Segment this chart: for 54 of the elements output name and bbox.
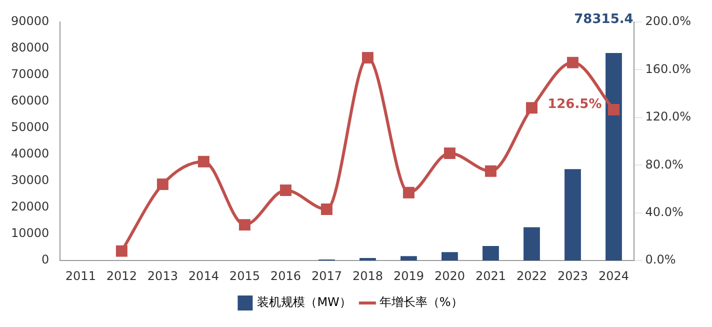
y-tick-label: 50000 (10, 120, 50, 134)
bar (524, 227, 540, 261)
y2-tick-label: 160.0% (645, 62, 692, 76)
legend-label: 年增长率（%） (379, 295, 463, 310)
data-label: 78315.4 (574, 12, 634, 27)
point (608, 104, 620, 116)
legend-label: 装机规模（MW） (257, 295, 352, 310)
x-tick-label: 2014 (188, 268, 219, 283)
point (116, 245, 128, 257)
bar (606, 52, 622, 261)
bar (482, 246, 499, 261)
x-tick-label: 2018 (352, 268, 383, 283)
y-tick-label: 20000 (10, 200, 50, 214)
bar (442, 252, 458, 261)
bar (360, 258, 376, 261)
point (566, 56, 578, 68)
x-tick-label: 2012 (106, 268, 137, 283)
point (484, 165, 496, 177)
x-tick-label: 2022 (516, 268, 548, 283)
x-tick-label: 2019 (393, 268, 424, 283)
y-tick-label: 40000 (10, 146, 50, 161)
y2-tick-label: 200.0% (645, 14, 692, 28)
bar (400, 256, 417, 261)
point (320, 204, 332, 216)
x-tick-label: 2011 (65, 268, 96, 283)
y-tick-label: 60000 (10, 94, 50, 108)
point (280, 184, 292, 196)
y-tick-label: 10000 (10, 226, 50, 240)
point (444, 147, 456, 159)
y-tick-label: 0 (42, 252, 50, 267)
x-tick-label: 2015 (229, 268, 260, 283)
x-tick-label: 2013 (147, 268, 178, 283)
y2-tick-label: 80.0% (645, 157, 684, 172)
point (156, 178, 168, 190)
x-tick-label: 2023 (557, 268, 588, 283)
data-label: 126.5% (548, 97, 602, 112)
y-tick-label: 90000 (10, 14, 50, 28)
point (362, 52, 374, 64)
x-tick-label: 2017 (311, 268, 342, 283)
x-tick-label: 2021 (475, 268, 506, 283)
x-tick-label: 2016 (270, 268, 301, 283)
point (238, 219, 250, 231)
y2-tick-label: 40.0% (645, 205, 684, 220)
point (402, 186, 414, 198)
point (526, 102, 538, 114)
y-tick-label: 30000 (10, 173, 50, 188)
y-tick-label: 80000 (10, 40, 50, 55)
y2-tick-label: 0.0% (645, 252, 676, 267)
y2-tick-label: 120.0% (645, 110, 692, 124)
bar (564, 169, 581, 261)
x-tick-label: 2024 (598, 268, 630, 283)
y-tick-label: 70000 (10, 67, 50, 82)
point (198, 156, 210, 168)
x-tick-label: 2020 (434, 268, 465, 283)
